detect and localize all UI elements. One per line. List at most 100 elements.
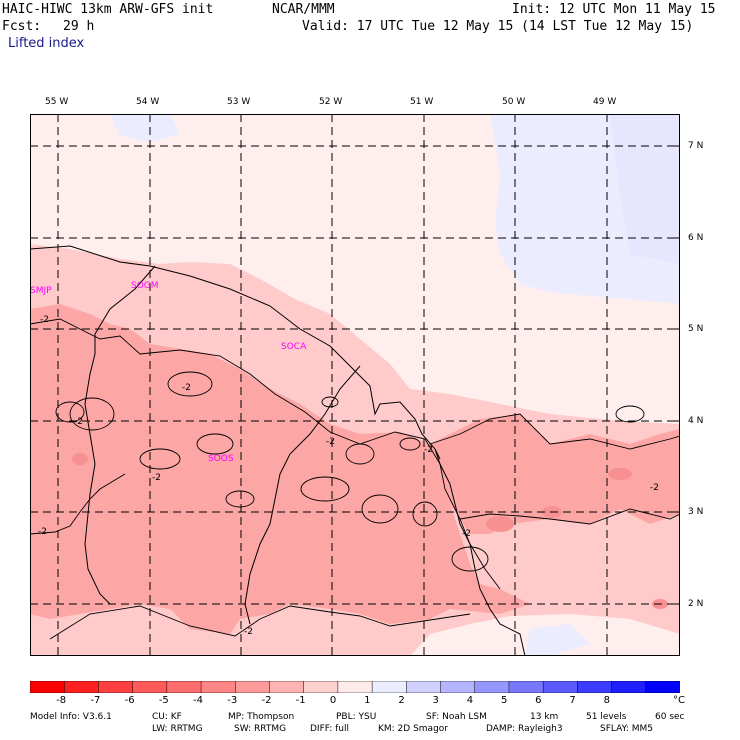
colorbar-swatch xyxy=(132,681,168,693)
level-minus-3 xyxy=(608,468,632,480)
colorbar-swatch xyxy=(542,681,579,693)
colorbar-swatch xyxy=(337,681,373,693)
colorbar-label: 6 xyxy=(535,695,542,706)
map-frame xyxy=(30,114,680,656)
station-label: SOOS xyxy=(208,454,234,464)
colorbar-label: -6 xyxy=(124,695,135,706)
colorbar-swatch xyxy=(30,681,65,693)
gridlines xyxy=(30,114,680,656)
field-name: Lifted index xyxy=(8,36,85,51)
colorbar-label: -7 xyxy=(90,695,101,706)
center-name: NCAR/MMM xyxy=(272,2,335,17)
colorbar-swatch xyxy=(611,681,647,693)
contour-label: -2 xyxy=(38,527,47,537)
colorbar-label: 0 xyxy=(329,695,337,706)
borders-coastline xyxy=(30,245,526,656)
footer-pbl: PBL: YSU xyxy=(336,712,377,722)
level-minus-3 xyxy=(486,516,514,532)
lon-label: 55 W xyxy=(45,97,69,107)
stations: SMJP SOGM SOCA SOOS xyxy=(30,281,307,464)
lat-label: 3 N xyxy=(688,507,704,517)
colorbar-swatch xyxy=(269,681,305,693)
level-minus-3 xyxy=(72,453,88,465)
contour-label: -2 xyxy=(424,445,433,455)
footer-sf: SF: Noah LSM xyxy=(426,712,487,722)
footer-diff: DIFF: full xyxy=(310,724,350,734)
colorbar-label: 1 xyxy=(364,695,371,706)
footer-sw: SW: RRTMG xyxy=(234,724,287,734)
positive-region xyxy=(610,114,680,264)
colorbar-label: 5 xyxy=(500,695,508,706)
colorbar-swatch xyxy=(303,681,339,693)
contour-labels: -2 -2 -2 -2 -2 -2 -2 -2 -2 -2 xyxy=(38,315,659,637)
contour-label: -2 xyxy=(462,529,471,539)
footer-mp: MP: Thompson xyxy=(228,712,295,722)
contour-label: -2 xyxy=(40,315,49,325)
positive-region xyxy=(525,624,590,656)
colorbar xyxy=(30,681,680,693)
lon-label: 53 W xyxy=(227,97,251,107)
colorbar-label: -2 xyxy=(261,695,272,706)
footer-timestep: 60 sec xyxy=(655,712,685,722)
footer-cu: CU: KF xyxy=(152,712,182,722)
station-label: SMJP xyxy=(30,286,52,296)
lon-label: 54 W xyxy=(136,97,160,107)
contour-label: -2 xyxy=(152,473,161,483)
footer-damp: DAMP: Rayleigh3 xyxy=(486,724,563,734)
colorbar-swatch xyxy=(63,681,100,693)
footer-levels: 51 levels xyxy=(586,712,627,722)
colorbar-label: -8 xyxy=(56,695,67,706)
footer-sflay: SFLAY: MM5 xyxy=(600,724,654,734)
colorbar-swatch xyxy=(98,681,134,693)
forecast-label: Fcst: xyxy=(2,19,42,34)
colorbar-swatch xyxy=(440,681,476,693)
level-minus-2 xyxy=(30,304,530,634)
colorbar-swatch xyxy=(235,681,271,693)
lat-label: 4 N xyxy=(688,416,704,426)
colorbar-swatch xyxy=(577,681,613,693)
forecast-hour: 29 h xyxy=(63,19,95,34)
colorbar-swatch xyxy=(508,681,544,693)
contour-label: -2 xyxy=(244,627,253,637)
lat-label: 5 N xyxy=(688,324,704,334)
colorbar-swatch xyxy=(200,681,237,693)
colorbar-swatch xyxy=(645,681,680,693)
footer-model-info: Model Info: V3.6.1 xyxy=(30,712,112,722)
colorbar-label: -5 xyxy=(158,695,169,706)
colorbar-label: -3 xyxy=(227,695,238,706)
footer-resolution: 13 km xyxy=(530,712,559,722)
lon-label: 52 W xyxy=(319,97,343,107)
lat-label: 6 N xyxy=(688,233,704,243)
lat-label: 7 N xyxy=(688,141,704,151)
colorbar-label: 2 xyxy=(398,695,405,706)
lon-label: 49 W xyxy=(593,97,617,107)
level-minus-2 xyxy=(430,414,680,534)
footer-lw: LW: RRTMG xyxy=(152,724,203,734)
station-label: SOCA xyxy=(281,342,307,352)
colorbar-swatch xyxy=(371,681,408,693)
colorbar-swatch xyxy=(166,681,202,693)
lifted-index-map: -2 -2 -2 -2 -2 -2 -2 -2 -2 -2 SMJP SOGM … xyxy=(30,114,680,656)
contour-lines xyxy=(30,318,680,640)
model-title: HAIC-HIWC 13km ARW-GFS init xyxy=(2,2,214,17)
footer-km: KM: 2D Smagor xyxy=(378,724,448,734)
station-label: SOGM xyxy=(131,281,159,291)
colorbar-label: 4 xyxy=(466,695,474,706)
colorbar-label: -1 xyxy=(295,695,306,706)
lat-label: 2 N xyxy=(688,599,704,609)
colorbar-unit: °C xyxy=(673,695,685,706)
colorbar-label: 3 xyxy=(432,695,439,706)
contour-label: -2 xyxy=(326,437,335,447)
init-time: Init: 12 UTC Mon 11 May 15 xyxy=(512,2,716,17)
lon-label: 51 W xyxy=(410,97,434,107)
colorbar-label: -4 xyxy=(193,695,204,706)
lon-label: 50 W xyxy=(502,97,526,107)
colorbar-label: 8 xyxy=(603,695,610,706)
colorbar-label: 7 xyxy=(569,695,576,706)
contour-label: -2 xyxy=(74,417,83,427)
positive-region xyxy=(110,114,180,142)
contour-label: -2 xyxy=(182,383,191,393)
colorbar-swatch xyxy=(406,681,442,693)
colorbar-swatch xyxy=(474,681,510,693)
contour-label: -2 xyxy=(650,483,659,493)
